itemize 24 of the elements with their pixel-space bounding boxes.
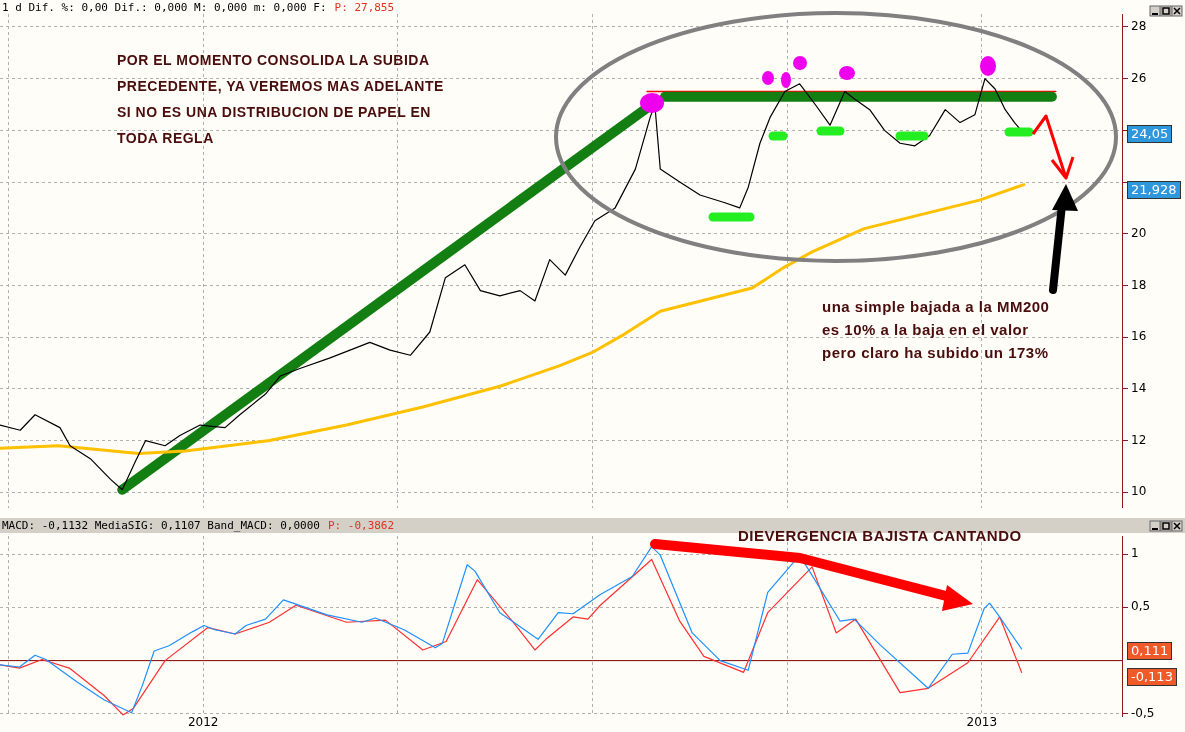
y-tick-label: 14 bbox=[1131, 381, 1147, 395]
text: -0,113 bbox=[1127, 668, 1177, 686]
annotation: POR EL MOMENTO CONSOLIDA LA SUBIDA PRECEDENTE, YA VEREMOS MAS ADELANTE SI NO ES UNA DISTRIBUCION DE PAPEL EN TODA REGLA bbox=[117, 51, 444, 148]
chart-subtitle: P: -0,3862 bbox=[327, 519, 395, 532]
y-tick-label: 16 bbox=[1131, 329, 1147, 344]
y-tick-label: 20 bbox=[1131, 225, 1147, 240]
y-tick-label: 18 bbox=[1131, 277, 1147, 292]
y-tick-label: 28 bbox=[1131, 19, 1147, 34]
y-tick-label: 1 bbox=[1131, 546, 1139, 561]
text: 0,111 bbox=[1127, 642, 1173, 660]
text: 21,928 bbox=[1127, 181, 1181, 199]
x-tick-label: 2012 bbox=[187, 715, 219, 730]
y-tick-label: 26 bbox=[1131, 70, 1147, 85]
chart-title: 1 d Dif. %: 0,00 Dif.: 0,000 M: 0,000 m: 0,000 F: bbox=[2, 1, 327, 14]
y-tick-label: 10 bbox=[1131, 484, 1147, 499]
annotation: una simple bajada a la MM200 es 10% a la baja en el valor pero claro ha subido un 173% bbox=[822, 297, 1050, 363]
y-tick-label: -0,5 bbox=[1131, 705, 1155, 720]
text: 24,05 bbox=[1127, 125, 1173, 143]
y-tick-label: 12 bbox=[1131, 432, 1147, 447]
annotation: DIEVERGENCIA BAJISTA CANTANDO bbox=[738, 527, 1022, 545]
chart-subtitle: P: 27,855 bbox=[334, 1, 395, 14]
y-tick-label: 0,5 bbox=[1131, 599, 1151, 614]
x-tick-label: 2013 bbox=[966, 715, 998, 730]
chart-title: MACD: -0,1132 MediaSIG: 0,1107 Band_MACD: 0,0000 bbox=[2, 519, 320, 532]
